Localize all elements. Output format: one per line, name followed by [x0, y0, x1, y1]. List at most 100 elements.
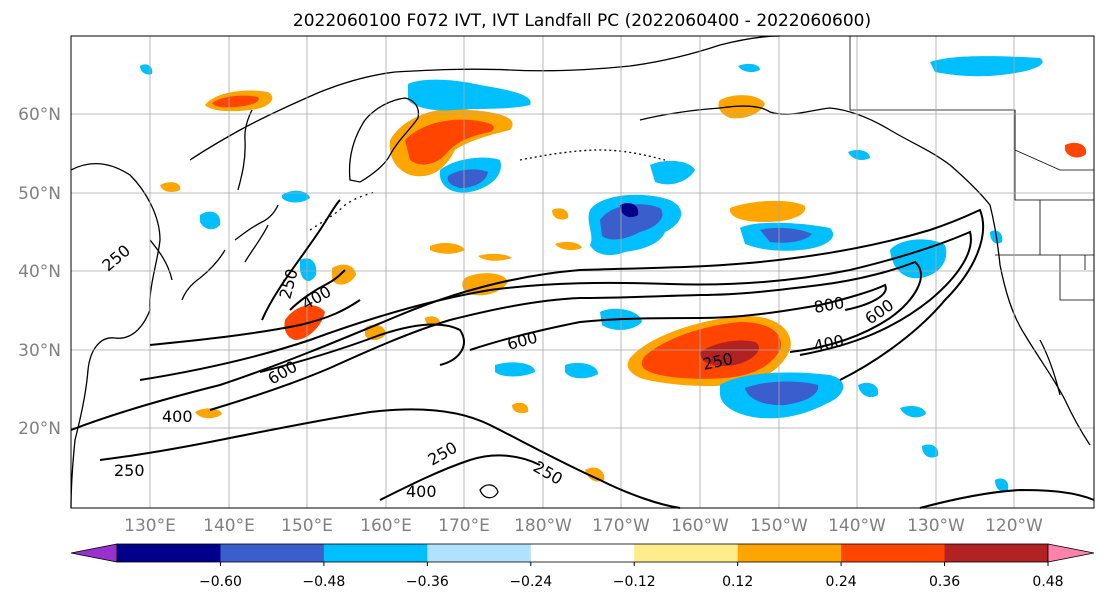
lon-label: 150°E	[281, 516, 333, 536]
pc-negative-area	[140, 64, 153, 75]
pc-negative-area	[282, 190, 310, 203]
colorbar-tick-label: 0.48	[1032, 574, 1063, 590]
lon-label: 140°W	[828, 516, 886, 536]
pc-negative-area	[930, 56, 1043, 77]
lat-label: 60°N	[18, 105, 61, 125]
pc-positive-area	[555, 241, 582, 251]
lon-label: 160°W	[671, 516, 729, 536]
ivt-contour-400-west	[149, 299, 361, 346]
pc-negative-area	[495, 362, 535, 377]
pc-negative-area	[408, 79, 531, 111]
pc-positive-area	[195, 408, 222, 419]
ivt-contour-400	[139, 230, 972, 381]
contour-label: 400	[406, 482, 437, 501]
colorbar-segment	[634, 544, 739, 562]
canada-province-border	[1014, 110, 1094, 171]
lon-label: 130°E	[124, 516, 176, 536]
pc-negative-area	[447, 169, 488, 188]
lon-label: 140°E	[203, 516, 255, 536]
contour-label: 250	[114, 461, 145, 480]
colorbar-ticks: −0.60 −0.48 −0.36 −0.24 −0.12 0.12 0.24 0.36 0.4…	[199, 562, 1064, 590]
colorbar-segment	[737, 544, 842, 562]
colorbar-extend-high	[1047, 543, 1095, 563]
pc-positive-area	[718, 95, 765, 119]
colorbar: −0.60 −0.48 −0.36 −0.24 −0.12 0.12 0.24 0.36 0.4…	[70, 543, 1095, 590]
colorbar-tick-label: 0.12	[722, 574, 753, 590]
pc-positive-area	[729, 200, 806, 222]
pc-negative-area	[600, 204, 663, 240]
colorbar-tick-label: −0.24	[509, 574, 552, 590]
pc-positive-area	[478, 253, 512, 261]
sakhalin-coastline	[237, 109, 253, 191]
pc-negative-area	[760, 227, 812, 243]
lon-label: 170°E	[438, 516, 490, 536]
pc-positive-area	[430, 243, 465, 254]
pc-negative-area	[738, 63, 760, 73]
alaska-coastline	[639, 105, 991, 206]
baja-coastline	[1039, 339, 1061, 396]
lon-label: 120°W	[985, 516, 1043, 536]
okhotsk-coastline	[189, 71, 396, 161]
pc-negative-area	[565, 362, 598, 379]
contour-labels: 250 250 400 600 400 600 800 600 400 250 …	[98, 241, 897, 501]
lat-label: 40°N	[18, 262, 61, 282]
pc-shading	[140, 56, 1087, 492]
ivt-contour-250-japan	[261, 199, 341, 321]
contour-label: 400	[162, 407, 193, 426]
colorbar-segment	[220, 544, 325, 562]
kamchatka-coastline	[348, 97, 420, 183]
map-frame	[70, 35, 1095, 509]
colorbar-segment	[323, 544, 428, 562]
kuril-islands	[309, 191, 376, 231]
pc-positive-area	[365, 324, 386, 341]
ivt-contour-600-b	[259, 323, 465, 373]
lat-label: 50°N	[18, 184, 61, 204]
colorbar-tick-label: −0.48	[302, 574, 345, 590]
coastlines	[70, 35, 1091, 509]
island-outline	[479, 484, 499, 499]
latitude-labels: 60°N 50°N 40°N 30°N 20°N	[18, 105, 61, 439]
map-panel: 250 250 400 600 400 600 800 600 400 250 …	[70, 35, 1095, 509]
pc-negative-area	[848, 150, 870, 160]
pc-negative-area	[890, 239, 947, 279]
pc-negative-area	[620, 203, 639, 218]
asia-coastline	[70, 163, 161, 509]
chukotka-coastline	[394, 35, 781, 73]
pc-positive-area	[332, 264, 356, 285]
ivt-contour-800	[469, 283, 887, 351]
longitude-labels: 130°E 140°E 150°E 160°E 170°E 180°W 170°…	[124, 516, 1043, 536]
pc-positive-area	[512, 402, 529, 414]
lat-label: 20°N	[18, 419, 61, 439]
lon-label: 180°W	[514, 516, 572, 536]
colorbar-segment	[841, 544, 946, 562]
colorbar-tick-label: −0.12	[613, 574, 656, 590]
colorbar-segments	[116, 543, 1049, 563]
lon-label: 170°W	[592, 516, 650, 536]
pc-negative-area	[900, 406, 926, 418]
korea-coastline	[149, 239, 173, 281]
ivt-contour-250	[70, 208, 985, 431]
japan-coastline	[181, 204, 279, 301]
us-state-borders	[995, 200, 1094, 301]
map-title: 2022060100 F072 IVT, IVT Landfall PC (20…	[293, 11, 871, 31]
grid-lines	[71, 36, 1094, 508]
ivt-contour-600	[209, 260, 922, 411]
pc-negative-area	[745, 381, 819, 406]
ivt-contour-250-south	[99, 408, 681, 509]
colorbar-tick-label: −0.36	[406, 574, 449, 590]
pc-positive-area	[1065, 142, 1087, 158]
pc-positive-area	[212, 95, 259, 108]
pc-positive-area	[160, 182, 181, 193]
lon-label: 160°E	[360, 516, 412, 536]
colorbar-segment	[530, 544, 635, 562]
colorbar-tick-label: 0.36	[929, 574, 960, 590]
pc-negative-area	[650, 160, 695, 185]
pc-negative-area	[200, 211, 221, 230]
colorbar-segment	[117, 544, 221, 562]
colorbar-segment	[427, 544, 532, 562]
ivt-contour-250-se	[919, 488, 1095, 509]
colorbar-segment	[944, 544, 1049, 562]
lon-label: 130°W	[907, 516, 965, 536]
pc-positive-area	[405, 119, 494, 165]
